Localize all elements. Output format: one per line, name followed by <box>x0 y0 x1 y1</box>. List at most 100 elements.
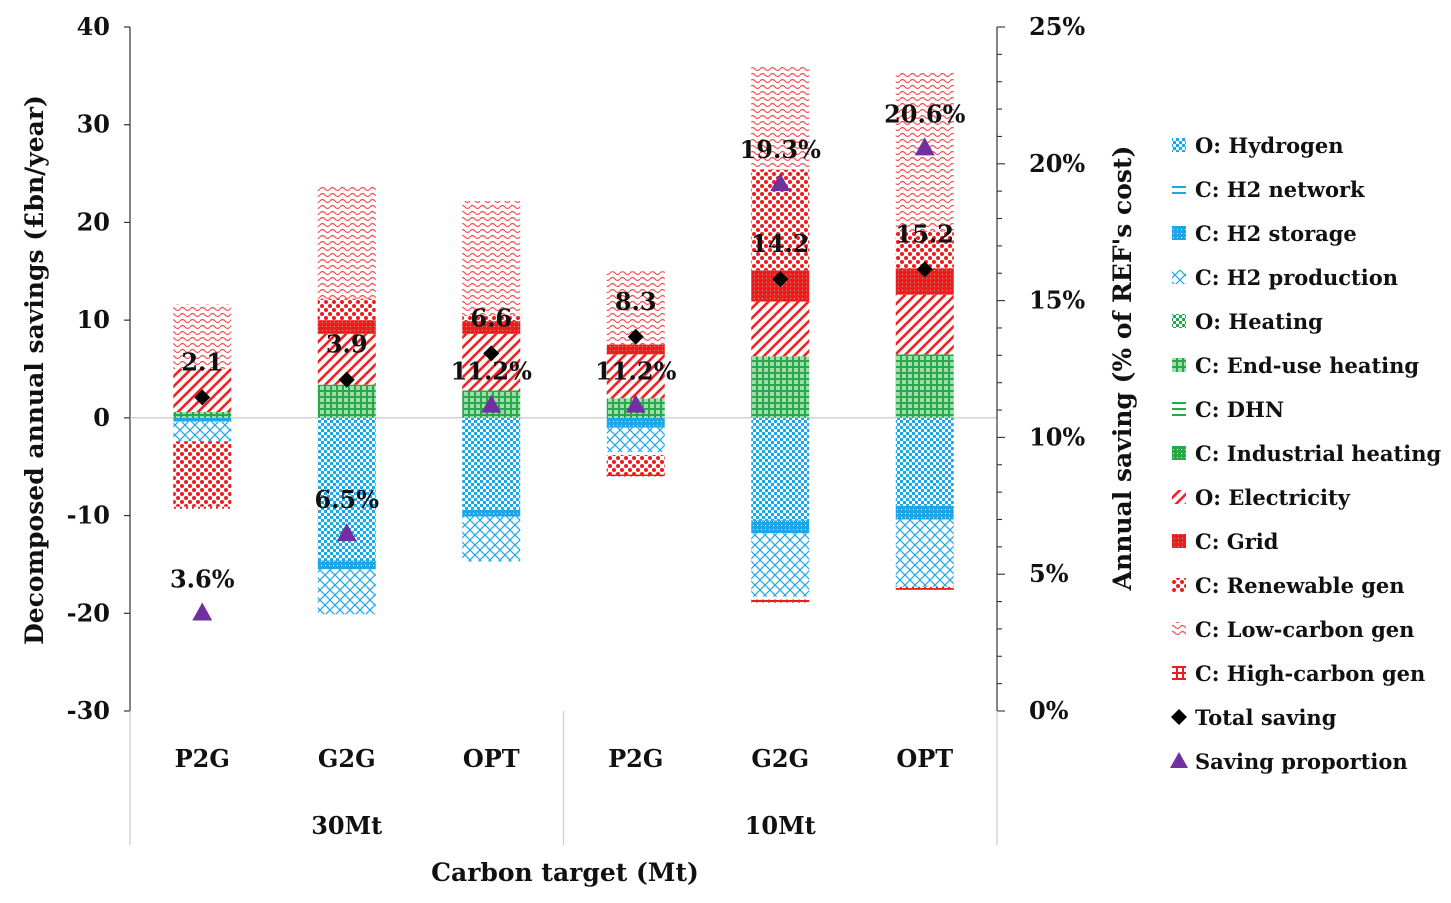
y2-tick-label: 10% <box>1029 422 1085 451</box>
bar-segment <box>895 519 954 587</box>
saving-proportion-marker <box>625 394 646 413</box>
bar-segment <box>606 417 665 428</box>
bar-segment <box>751 356 810 418</box>
y-axis-title: Decomposed annual savings (£bn/year) <box>20 95 49 645</box>
saving-proportion-label: 20.6% <box>884 99 965 128</box>
bar-segment <box>462 509 521 517</box>
saving-proportion-label: 6.5% <box>314 485 379 514</box>
legend-swatch <box>1172 138 1186 152</box>
markers: 2.1 3.6% 3.9 6.5% 6.6 11.2% 8.3 11.2% 14.2 19.3% 1… <box>170 99 966 621</box>
bar-segment <box>751 599 810 603</box>
legend-label: Saving proportion <box>1195 749 1408 774</box>
y-tick-label: -20 <box>67 598 110 627</box>
bar-segment <box>173 506 232 509</box>
x-group-label: 10Mt <box>745 811 816 840</box>
bar-segment <box>895 354 954 418</box>
bar-segment <box>173 441 232 507</box>
bar-segment <box>606 452 665 455</box>
bar-segment <box>462 516 521 562</box>
x-axis: P2G G2G OPT P2G G2G OPT 30Mt 10Mt <box>129 711 998 845</box>
bar-segment <box>317 569 376 615</box>
saving-proportion-marker <box>192 602 213 621</box>
y-tick-label: 10 <box>77 305 110 334</box>
bar-segment <box>317 298 376 321</box>
x-category-label: P2G <box>608 744 663 773</box>
legend-swatch <box>1172 622 1186 636</box>
bar-segment <box>751 67 810 170</box>
bar-segment <box>895 294 954 355</box>
bar-segment <box>462 321 521 334</box>
legend-label: O: Hydrogen <box>1195 133 1343 158</box>
bar-segment <box>317 320 376 334</box>
y-tick-label: 40 <box>77 12 110 41</box>
x-category-label: G2G <box>318 744 376 773</box>
legend-label: C: Low-carbon gen <box>1195 617 1414 642</box>
legend-label: C: End-use heating <box>1195 353 1419 378</box>
y2-tick-label: 5% <box>1029 559 1069 588</box>
bars <box>173 67 954 615</box>
x-axis-title: Carbon target (Mt) <box>431 858 699 887</box>
bar-segment <box>606 474 665 477</box>
legend-label: Total saving <box>1195 705 1337 730</box>
y2-axis-title: Annual saving (% of REF's cost) <box>1108 146 1137 592</box>
y-tick-label: 30 <box>77 110 110 139</box>
total-saving-label: 15.2 <box>896 219 954 248</box>
bar-segment <box>895 586 954 590</box>
total-saving-label: 14.2 <box>751 229 809 258</box>
legend-swatch <box>1172 182 1186 196</box>
total-saving-marker <box>194 389 211 406</box>
y2-tick-label: 20% <box>1029 149 1085 178</box>
legend-label: C: H2 production <box>1195 265 1398 290</box>
legend-swatch <box>1172 270 1186 284</box>
legend-swatch <box>1172 358 1186 372</box>
x-category-label: P2G <box>175 744 230 773</box>
bar-segment <box>173 411 232 418</box>
saving-proportion-marker <box>770 172 791 191</box>
legend-label: C: High-carbon gen <box>1195 661 1425 686</box>
saving-proportion-label: 11.2% <box>451 357 532 386</box>
legend-label: C: H2 storage <box>1195 221 1357 246</box>
legend-swatch <box>1172 666 1186 680</box>
legend-swatch <box>1172 314 1186 328</box>
bar-segment <box>606 454 665 475</box>
bar-segment <box>751 301 810 357</box>
legend-label: C: Grid <box>1195 529 1279 554</box>
bar-segment <box>317 560 376 570</box>
legend-label: C: Industrial heating <box>1195 441 1441 466</box>
x-category-label: OPT <box>896 744 953 773</box>
bar-segment <box>462 417 521 510</box>
saving-proportion-label: 11.2% <box>595 357 676 386</box>
bar-segment <box>462 200 521 316</box>
y-axis-left: 40 30 20 10 0 -10 -20 -30 <box>67 12 997 725</box>
legend-label: C: Renewable gen <box>1195 573 1405 598</box>
bar-segment <box>606 354 665 399</box>
bar-segment <box>751 533 810 597</box>
total-saving-label: 8.3 <box>615 287 657 316</box>
bar-segment <box>173 421 232 442</box>
legend-label: C: DHN <box>1195 397 1284 422</box>
legend-swatch <box>1171 709 1187 725</box>
total-saving-label: 6.6 <box>470 303 512 332</box>
y2-tick-label: 15% <box>1029 286 1085 315</box>
legend-swatch <box>1172 534 1186 548</box>
total-saving-marker <box>772 271 789 288</box>
legend-swatch <box>1172 446 1186 460</box>
y-axis-right: 25% 20% 15% 10% 5% 0% <box>996 12 1085 725</box>
bar-segment <box>317 384 376 418</box>
y-tick-label: -10 <box>67 501 110 530</box>
x-category-label: G2G <box>751 744 809 773</box>
bar-segment <box>462 333 521 391</box>
y-tick-label: -30 <box>67 696 110 725</box>
legend-swatch <box>1172 490 1186 504</box>
saving-proportion-marker <box>481 394 502 413</box>
saving-proportion-label: 19.3% <box>740 135 821 164</box>
total-saving-marker <box>627 328 644 345</box>
x-group-label: 30Mt <box>311 811 382 840</box>
bar-segment <box>462 315 521 322</box>
total-saving-marker <box>916 261 933 278</box>
legend-swatch <box>1172 226 1186 240</box>
legend-swatch <box>1172 578 1186 592</box>
bar-segment <box>606 427 665 453</box>
bar-segment <box>317 185 376 299</box>
